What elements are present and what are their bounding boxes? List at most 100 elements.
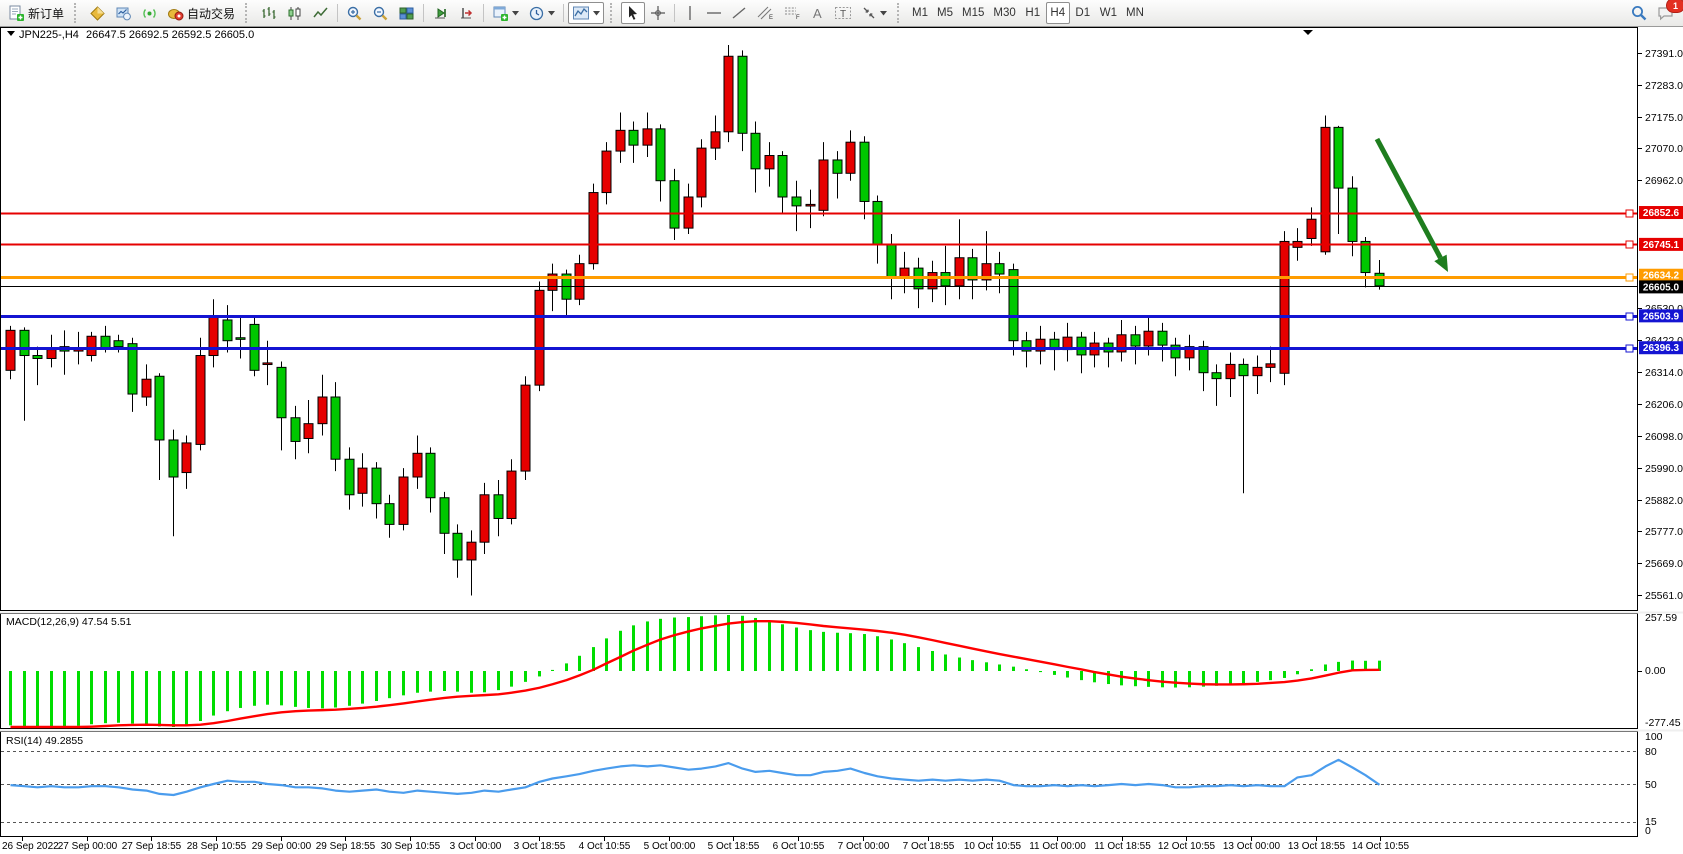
cursor-tool-button[interactable] bbox=[621, 2, 646, 24]
time-axis-label: 27 Sep 00:00 bbox=[58, 841, 118, 852]
rsi-axis-label: 100 bbox=[1645, 731, 1663, 743]
candle-body bbox=[141, 378, 152, 398]
signals-button[interactable] bbox=[137, 2, 162, 24]
zoom-out-icon bbox=[373, 6, 388, 20]
timeframe-h1[interactable]: H1 bbox=[1021, 2, 1045, 24]
arrows-tool-button[interactable] bbox=[857, 2, 891, 24]
hline-handle[interactable] bbox=[1625, 344, 1634, 353]
price-axis-label: 27070.0 bbox=[1645, 143, 1683, 155]
auto-scroll-button[interactable] bbox=[428, 2, 453, 24]
price-axis-label: 27283.0 bbox=[1645, 80, 1683, 92]
price-level-badge-text: 26605.0 bbox=[1643, 282, 1680, 293]
hline-handle[interactable] bbox=[1625, 273, 1634, 282]
text-a-icon: A bbox=[813, 6, 822, 21]
hline-handle[interactable] bbox=[1625, 240, 1634, 249]
symbol-dropdown-icon[interactable] bbox=[7, 31, 15, 36]
panel-splitter[interactable] bbox=[0, 729, 1683, 732]
time-axis-label: 7 Oct 00:00 bbox=[838, 841, 890, 852]
navigator-button[interactable] bbox=[85, 2, 110, 24]
bar-chart-button[interactable] bbox=[256, 2, 281, 24]
candle-body bbox=[371, 467, 382, 505]
candle-body bbox=[981, 263, 992, 281]
panel-splitter[interactable] bbox=[0, 611, 1683, 614]
timeframe-d1[interactable]: D1 bbox=[1071, 2, 1095, 24]
candle-body bbox=[927, 272, 938, 290]
timeframe-m30[interactable]: M30 bbox=[989, 2, 1019, 24]
candlestick-chart-icon bbox=[288, 6, 301, 20]
timeframe-h4[interactable]: H4 bbox=[1045, 2, 1070, 24]
time-axis-label: 3 Oct 18:55 bbox=[514, 841, 566, 852]
new-chart-icon bbox=[493, 6, 509, 21]
line-chart-button[interactable] bbox=[308, 2, 333, 24]
new-order-label: 新订单 bbox=[28, 6, 65, 21]
hline-handle[interactable] bbox=[1625, 209, 1634, 218]
time-axis-label: 13 Oct 00:00 bbox=[1223, 841, 1281, 852]
timeframe-mn[interactable]: MN bbox=[1122, 2, 1148, 24]
timeframe-m5[interactable]: M5 bbox=[933, 2, 957, 24]
new-order-button[interactable]: 新订单 bbox=[4, 2, 68, 24]
label-tool-button[interactable]: T bbox=[830, 2, 856, 24]
toolbar-grip bbox=[610, 3, 617, 23]
price-level-badge-text: 26634.2 bbox=[1643, 271, 1680, 282]
vertical-line-tool-button[interactable] bbox=[679, 2, 701, 24]
main-panel-frame bbox=[0, 27, 1638, 611]
price-axis-label: 26314.0 bbox=[1645, 367, 1683, 379]
candle-body bbox=[1238, 363, 1249, 377]
channel-tool-button[interactable]: E bbox=[752, 2, 778, 24]
annotation-arrow-shaft[interactable] bbox=[1374, 137, 1443, 260]
trendline-icon bbox=[732, 7, 746, 19]
timeframe-w1[interactable]: W1 bbox=[1096, 2, 1121, 24]
annotation-arrow-head[interactable] bbox=[1434, 254, 1448, 272]
candle-body bbox=[330, 396, 341, 460]
candle-body bbox=[1198, 346, 1209, 374]
candlestick-chart-button[interactable] bbox=[282, 2, 307, 24]
candle-body bbox=[113, 340, 124, 348]
horizontal-line-tool-button[interactable] bbox=[702, 2, 726, 24]
toolbar-separator bbox=[674, 4, 676, 22]
price-axis-label: 26098.0 bbox=[1645, 431, 1683, 443]
svg-text:A: A bbox=[813, 6, 822, 21]
new-chart-button[interactable] bbox=[488, 2, 523, 24]
timeframe-m15[interactable]: M15 bbox=[958, 2, 988, 24]
macd-panel-frame bbox=[0, 613, 1638, 729]
text-tool-button[interactable]: A bbox=[806, 2, 829, 24]
chart-shift-button[interactable] bbox=[454, 2, 479, 24]
chart-menu-arrow-icon[interactable] bbox=[1303, 30, 1313, 35]
toolbar-separator bbox=[337, 4, 339, 22]
hline-handle[interactable] bbox=[1625, 312, 1634, 321]
autotrading-button[interactable]: 自动交易 bbox=[163, 2, 239, 24]
price-axis-label: 25990.0 bbox=[1645, 463, 1683, 475]
timeframe-m1[interactable]: M1 bbox=[908, 2, 932, 24]
chart-ohlc-values: 26647.5 26692.5 26592.5 26605.0 bbox=[86, 29, 254, 41]
trendline-tool-button[interactable] bbox=[727, 2, 751, 24]
price-level-badge bbox=[1639, 268, 1683, 282]
fibonacci-tool-button[interactable]: F bbox=[779, 2, 805, 24]
notification-badge[interactable]: 1 bbox=[1666, 0, 1683, 13]
search-button[interactable] bbox=[1626, 2, 1652, 24]
price-level-badge bbox=[1639, 341, 1683, 355]
templates-button[interactable] bbox=[568, 2, 605, 24]
template-chart-icon bbox=[573, 6, 590, 20]
price-axis-label: 25561.0 bbox=[1645, 590, 1683, 602]
chevron-down-icon bbox=[880, 10, 888, 15]
toolbar-separator bbox=[483, 4, 485, 22]
time-axis-label: 11 Oct 18:55 bbox=[1094, 841, 1151, 852]
candle-body bbox=[452, 532, 463, 561]
candle-body bbox=[1279, 240, 1290, 374]
tile-windows-button[interactable] bbox=[394, 2, 419, 24]
signal-broadcast-icon bbox=[143, 8, 156, 18]
market-watch-button[interactable] bbox=[111, 2, 136, 24]
equidistant-channel-icon: E bbox=[757, 6, 773, 21]
candle-body bbox=[1252, 366, 1263, 377]
zoom-in-button[interactable] bbox=[342, 2, 367, 24]
horizontal-line-icon bbox=[707, 12, 722, 14]
candle-body bbox=[1333, 126, 1344, 189]
candle-body bbox=[506, 470, 517, 519]
crosshair-tool-button[interactable] bbox=[646, 2, 670, 24]
zoom-out-button[interactable] bbox=[368, 2, 393, 24]
candle-body bbox=[1225, 363, 1236, 380]
candle-body bbox=[737, 55, 748, 134]
periods-button[interactable] bbox=[524, 2, 559, 24]
candle-body bbox=[32, 355, 43, 359]
